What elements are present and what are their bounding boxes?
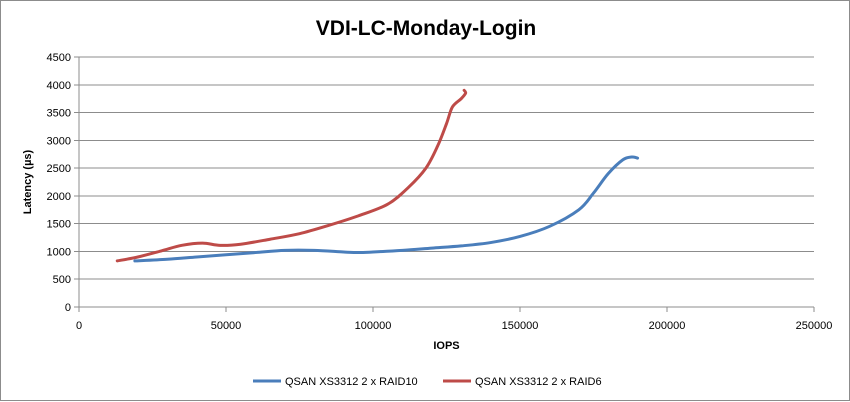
y-tick-label-3: 1500 xyxy=(47,219,71,231)
x-tick-label-0: 0 xyxy=(76,320,82,332)
x-tick-label-5: 250000 xyxy=(796,320,833,332)
x-tick-label-3: 150000 xyxy=(502,320,539,332)
y-tick-label-6: 3000 xyxy=(47,135,71,147)
y-axis-label: Latency (µs) xyxy=(22,149,34,214)
y-tick-label-9: 4500 xyxy=(47,52,71,64)
legend-label-1: QSAN XS3312 2 x RAID10 xyxy=(285,376,418,388)
legend-item-1: QSAN XS3312 2 x RAID10 xyxy=(253,376,418,388)
y-tick-label-4: 2000 xyxy=(47,191,71,203)
y-tick-label-1: 500 xyxy=(53,274,71,286)
y-tick-label-0: 0 xyxy=(65,302,71,314)
tick-labels: 0 500 1000 1500 2000 2500 3000 3500 4000 4500 0 500… xyxy=(47,52,833,332)
x-tick-label-2: 100000 xyxy=(355,320,392,332)
axes xyxy=(78,57,814,308)
gridlines xyxy=(79,56,814,280)
y-tick-label-2: 1000 xyxy=(47,246,71,258)
series-line-2 xyxy=(115,88,468,263)
y-tick-label-7: 3500 xyxy=(47,108,71,120)
series-line-1 xyxy=(133,155,640,263)
y-tick-label-8: 4000 xyxy=(47,80,71,92)
series-lines xyxy=(115,88,640,263)
x-tick-label-4: 200000 xyxy=(649,320,686,332)
y-tick-label-5: 2500 xyxy=(47,163,71,175)
x-tick-label-1: 50000 xyxy=(211,320,242,332)
chart-title: VDI-LC-Monday-Login xyxy=(316,17,536,40)
legend: QSAN XS3312 2 x RAID10 QSAN XS3312 2 x RA… xyxy=(253,376,602,388)
legend-item-2: QSAN XS3312 2 x RAID6 xyxy=(443,376,602,388)
x-axis-label: IOPS xyxy=(433,340,459,352)
legend-label-2: QSAN XS3312 2 x RAID6 xyxy=(475,376,602,388)
